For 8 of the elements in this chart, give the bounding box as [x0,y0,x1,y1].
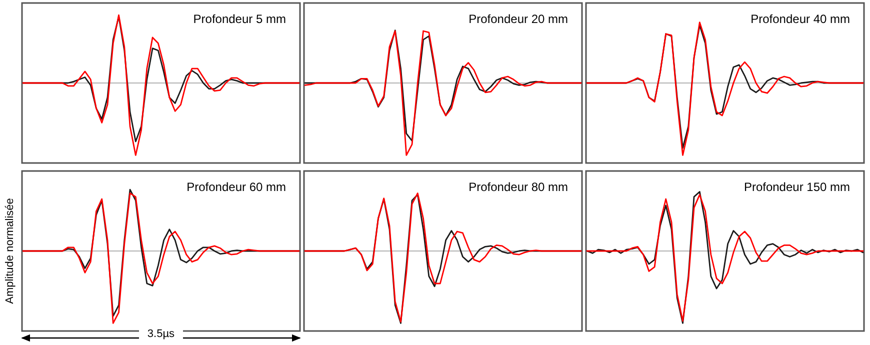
text: 3.5µs [147,328,176,340]
chart-title: Profondeur 150 mm [744,180,850,194]
chart-title: Profondeur 40 mm [750,12,850,26]
chart-title: Profondeur 20 mm [468,12,568,26]
chart-title: Profondeur 5 mm [193,12,286,26]
chart-title: Profondeur 60 mm [186,180,286,194]
y-axis-title: Amplitude normalisée [4,198,16,304]
chart-title: Profondeur 80 mm [468,180,568,194]
